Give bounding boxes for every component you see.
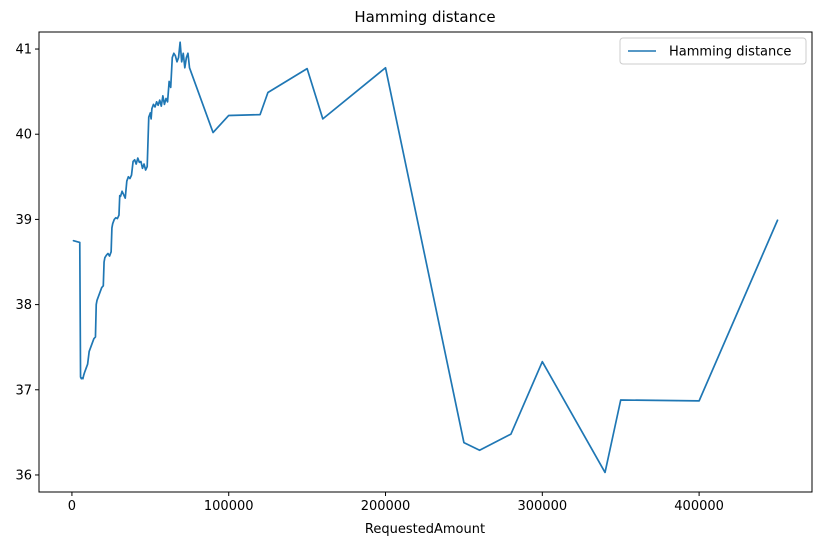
legend-box [619, 37, 807, 65]
x-tick-label: 300000 [517, 499, 567, 514]
series-layer [72, 41, 779, 474]
y-tick-label: 38 [15, 298, 32, 313]
x-axis-ticks: 0 100000 200000 300000 400000 [68, 492, 724, 514]
plot-frame [38, 31, 813, 493]
y-tick-label: 37 [15, 383, 32, 398]
y-axis-ticks: 36 37 38 39 40 41 [15, 43, 39, 483]
x-tick-label: 200000 [361, 499, 411, 514]
legend: Hamming distance [619, 37, 807, 65]
x-axis-title: RequestedAmount [365, 522, 485, 537]
y-tick-label: 40 [15, 128, 32, 143]
x-tick-label: 100000 [204, 499, 254, 514]
series-line-0 [72, 41, 779, 474]
y-tick-label: 41 [15, 43, 32, 58]
x-tick-label: 0 [68, 499, 76, 514]
chart-title: Hamming distance [354, 8, 495, 26]
x-tick-label: 400000 [674, 499, 724, 514]
legend-label: Hamming distance [669, 45, 791, 60]
y-tick-label: 36 [15, 468, 32, 483]
y-tick-label: 39 [15, 213, 32, 228]
